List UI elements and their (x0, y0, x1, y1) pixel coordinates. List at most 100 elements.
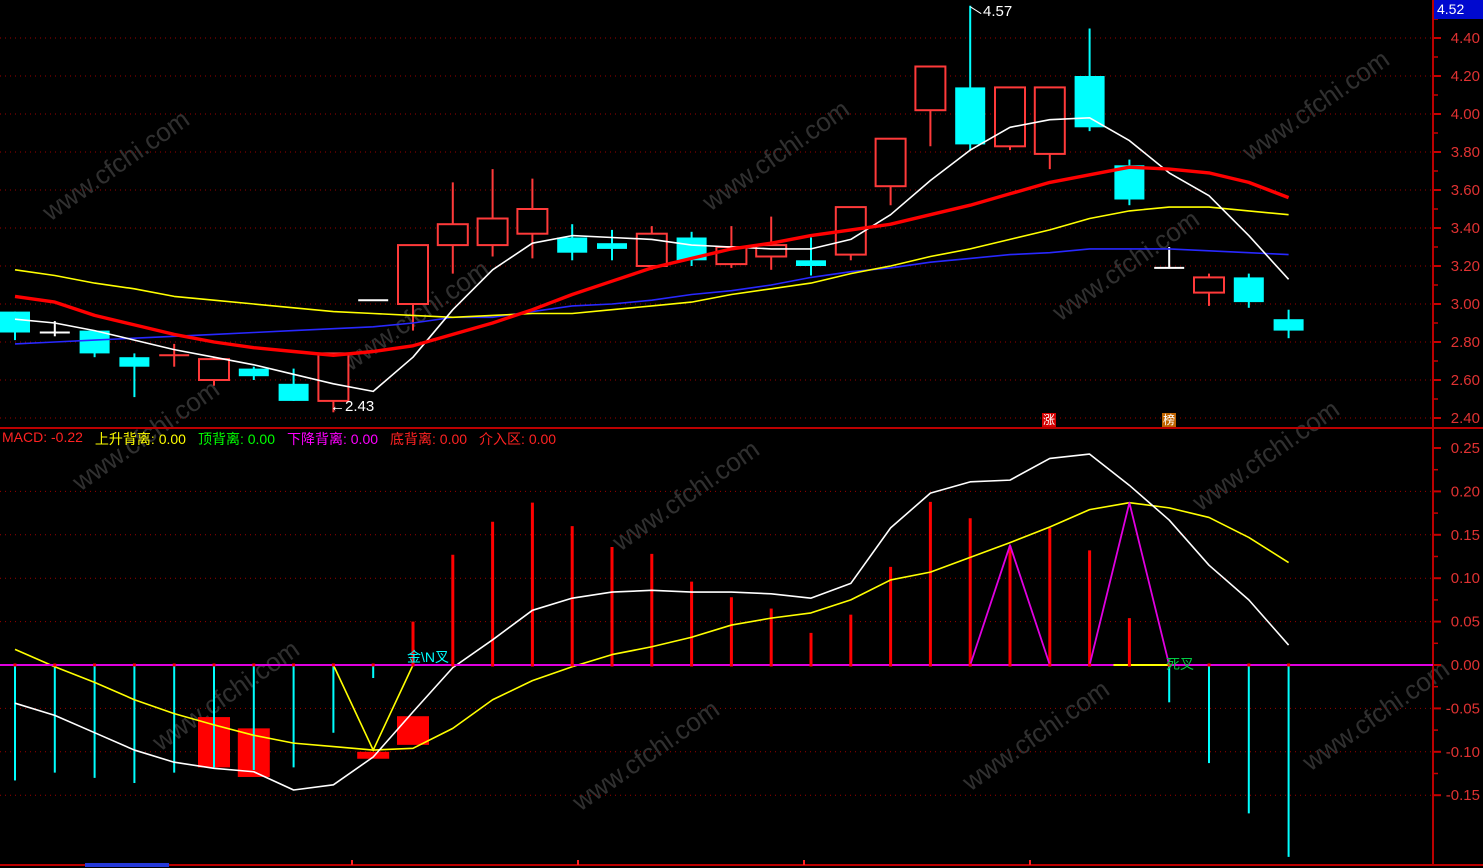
candle-body-down (597, 243, 627, 249)
zero-line-dot (570, 663, 574, 667)
zero-line-dot (53, 663, 57, 667)
zero-line-dot (729, 663, 733, 667)
zero-line-dot (292, 663, 296, 667)
last-price-badge: 4.52 (1434, 0, 1483, 19)
indicator-readout: MACD: -0.22 (2, 429, 83, 445)
indicator-readout: 介入区: 0.00 (479, 431, 557, 447)
high-annotation-pointer (969, 6, 982, 15)
candle-body-down (1114, 165, 1145, 200)
candle-body-down (796, 260, 826, 266)
macd-axis-label: 0.05 (1451, 614, 1480, 631)
candle-body-up (874, 137, 907, 188)
indicator-readout: 底背离: 0.00 (390, 431, 468, 447)
macd-axis-label: 0.10 (1451, 570, 1480, 587)
macd-axis-label: -0.10 (1446, 744, 1480, 761)
indicator-readout: 顶背离: 0.00 (197, 431, 275, 447)
zero-line-dot (1167, 663, 1171, 667)
macd-axis-label: 0.20 (1451, 483, 1480, 500)
zero-line-dot (690, 663, 694, 667)
death-cross-label: 死叉 (1166, 656, 1194, 672)
zero-line-dot (1088, 663, 1092, 667)
ma-blue-line (14, 248, 1289, 345)
candle-body-up (755, 244, 788, 258)
candle-body-down (278, 383, 309, 401)
zero-line-dot (1287, 663, 1291, 667)
candle-body-down (119, 357, 150, 367)
candle-body-down (0, 311, 30, 333)
zero-line-dot (530, 663, 534, 667)
candle-body-down (238, 368, 269, 377)
zero-line-dot (769, 663, 773, 667)
ma-white-line (14, 117, 1290, 393)
macd-axis-label: 0.15 (1451, 527, 1480, 544)
price-axis-label: 2.60 (1451, 372, 1480, 389)
zero-line-dot (1048, 663, 1052, 667)
candle-body-up (1193, 276, 1225, 294)
price-axis-label: 3.20 (1451, 258, 1480, 275)
price-axis-label: 3.80 (1451, 144, 1480, 161)
candle-body-up (994, 86, 1026, 148)
zero-line-dot (610, 663, 614, 667)
candle-body-up (476, 217, 509, 247)
zero-line-dot (889, 663, 893, 667)
macd-axis-label: 0.25 (1451, 440, 1480, 457)
price-axis-label: 3.00 (1451, 296, 1480, 313)
zero-line-dot (212, 663, 216, 667)
indicator-readout: 下降背离: 0.00 (286, 431, 379, 447)
candle-body-up (914, 65, 947, 112)
zero-line-dot (331, 663, 335, 667)
dif-line (14, 453, 1290, 791)
candle-body-up (516, 208, 549, 235)
entry-zone-block (357, 751, 390, 759)
zero-line-dot (132, 663, 136, 667)
rise-tag[interactable]: 涨 (1042, 413, 1057, 427)
zero-line-dot (491, 663, 495, 667)
candle-body-down (676, 237, 707, 261)
low-price-annotation: ←2.43 (330, 398, 375, 415)
candle-body-up (198, 358, 230, 382)
zero-line-dot (371, 663, 375, 667)
candle-body-down (1074, 76, 1105, 128)
scrollbar-thumb[interactable] (85, 863, 169, 867)
price-axis-label: 2.80 (1451, 334, 1480, 351)
zero-line-dot (650, 663, 654, 667)
zero-line-dot (1008, 663, 1012, 667)
macd-indicator-readout-row: MACD: -0.22 上升背离: 0.00 顶背离: 0.00 下降背离: 0.00… (2, 429, 556, 449)
zero-line-dot (1127, 663, 1131, 667)
macd-axis-label: -0.05 (1446, 700, 1480, 717)
price-axis-label: 2.40 (1451, 410, 1480, 427)
zero-line-dot (172, 663, 176, 667)
candle-body-up (317, 352, 350, 402)
yellow-v-overlay (332, 664, 414, 752)
macd-axis-label: 0.00 (1451, 657, 1480, 674)
zero-line-dot (1207, 663, 1211, 667)
candle-body-up (397, 244, 429, 306)
candle-body-down (557, 237, 588, 253)
candle-body-down (79, 330, 110, 354)
golden-cross-label: 金\N叉 (407, 649, 449, 665)
zero-line-dot (411, 663, 415, 667)
price-axis-label: 3.60 (1451, 182, 1480, 199)
price-axis-label: 4.00 (1451, 106, 1480, 123)
zero-line-dot (928, 663, 932, 667)
macd-axis-label: -0.15 (1446, 787, 1480, 804)
rank-tag[interactable]: 榜 (1162, 413, 1177, 427)
ma-red-line (14, 165, 1290, 357)
high-price-annotation: 4.57 (983, 3, 1013, 20)
zero-line-dot (809, 663, 813, 667)
price-axis-label: 4.20 (1451, 68, 1480, 85)
entry-zone-block (397, 716, 429, 745)
candle-body-down (1273, 319, 1304, 331)
candle-body-down (1233, 277, 1264, 303)
price-axis-label: 4.40 (1451, 30, 1480, 47)
candle-body-up (436, 223, 469, 247)
zero-line-dot (13, 663, 17, 667)
zero-line-dot (252, 663, 256, 667)
ma-yellow-line (14, 206, 1289, 319)
zero-line-dot (93, 663, 97, 667)
dea-line (14, 501, 1290, 751)
zero-line-dot (1247, 663, 1251, 667)
price-axis-label: 3.40 (1451, 220, 1480, 237)
